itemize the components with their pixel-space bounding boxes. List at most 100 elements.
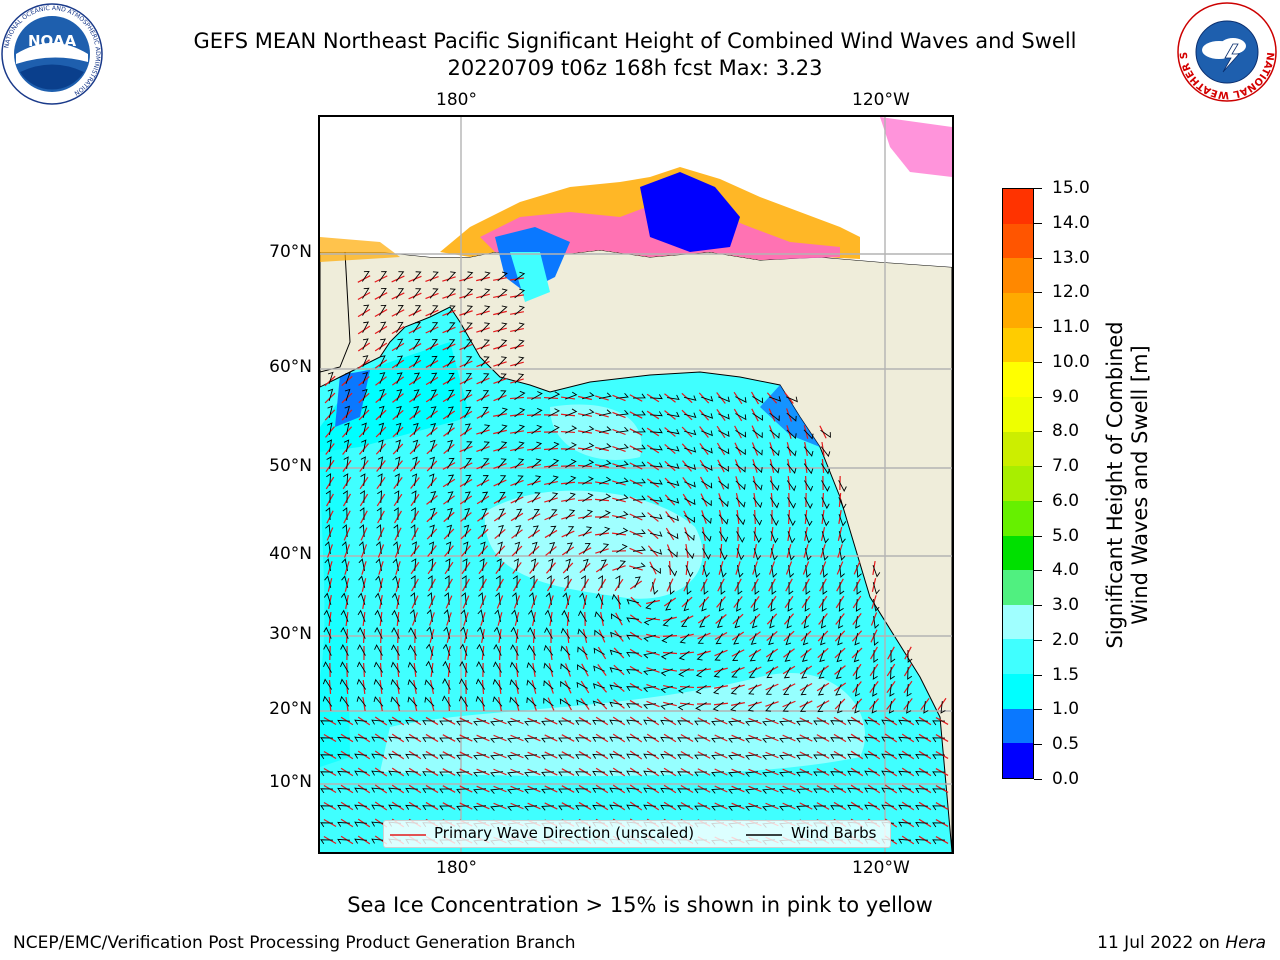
- wind-barb: [497, 441, 508, 452]
- wind-barb: [371, 719, 385, 725]
- wind-barb: [447, 457, 455, 469]
- wind-barb: [548, 458, 560, 469]
- wind-barb: [456, 771, 470, 777]
- wind-barb: [527, 626, 536, 639]
- colorbar-tick-label: 4.0: [1052, 560, 1080, 580]
- wind-barb: [864, 736, 878, 742]
- colorbar-tick-label: 11.0: [1052, 317, 1090, 337]
- noaa-logo: NOAA NATIONAL OCEANIC AND ATMOSPHERIC AD…: [1, 3, 103, 105]
- wind-barb: [681, 616, 690, 627]
- colorbar-tick-label: 8.0: [1052, 421, 1080, 441]
- wind-barb: [549, 525, 557, 537]
- wind-barb: [531, 492, 541, 503]
- wind-barb: [447, 372, 455, 384]
- wind-barb: [511, 592, 518, 606]
- wind-barb: [490, 754, 504, 760]
- wind-barb: [714, 650, 724, 661]
- wind-barb: [718, 514, 729, 525]
- wind-barb: [481, 508, 488, 520]
- wind-barb: [615, 477, 629, 485]
- wind-barb: [497, 373, 507, 384]
- wind-barb: [748, 667, 758, 678]
- wind-barb: [490, 771, 504, 777]
- wind-barb: [611, 593, 622, 605]
- wind-barb: [786, 429, 797, 440]
- colorbar-tick-label: 7.0: [1052, 456, 1080, 476]
- wind-barb: [410, 575, 416, 589]
- wind-barb: [430, 491, 437, 503]
- wind-barb: [548, 408, 560, 417]
- wind-barb: [340, 644, 349, 656]
- wind-barb: [788, 564, 795, 578]
- wind-barb: [379, 304, 387, 316]
- wind-barb: [581, 392, 595, 400]
- wind-barb: [442, 678, 451, 690]
- wind-barb: [322, 678, 333, 690]
- wind-barb: [713, 684, 724, 695]
- wind-barb: [497, 458, 507, 469]
- colorbar-tick-label: 15.0: [1052, 178, 1090, 198]
- wind-barb: [643, 787, 657, 793]
- wind-barb: [541, 737, 555, 743]
- wind-barb: [847, 787, 861, 793]
- wind-barb: [856, 564, 862, 578]
- wind-barb: [593, 665, 605, 672]
- wind-barb: [422, 720, 436, 726]
- wind-barb: [337, 804, 351, 810]
- wind-barb: [804, 547, 812, 561]
- wind-barb: [703, 581, 709, 595]
- colorbar-segment: [1003, 327, 1033, 363]
- wind-barb: [599, 459, 612, 468]
- wind-barb: [821, 530, 829, 544]
- graticule: [320, 117, 952, 852]
- wind-barb: [374, 644, 383, 656]
- colorbar-segment: [1003, 604, 1033, 640]
- wind-barb: [583, 558, 589, 571]
- wind-barb: [804, 497, 813, 509]
- wind-barb: [394, 473, 400, 487]
- wind-barb: [582, 425, 595, 434]
- wind-barb: [804, 514, 813, 527]
- wind-barb: [785, 633, 792, 646]
- wind-barb: [410, 592, 416, 606]
- wind-barb: [393, 507, 399, 521]
- wind-barb: [480, 356, 490, 367]
- wind-barb: [495, 575, 501, 589]
- wind-barb: [796, 754, 810, 760]
- wind-barb: [413, 355, 421, 367]
- wind-barb: [745, 720, 759, 726]
- wind-barb: [593, 647, 605, 655]
- wind-barb: [395, 439, 401, 453]
- wind-barb: [643, 703, 657, 709]
- wind-barb: [447, 423, 454, 435]
- wind-barb: [684, 548, 695, 560]
- colorbar-segment: [1003, 535, 1033, 571]
- wind-barb: [498, 524, 504, 537]
- wind-barb: [476, 661, 485, 673]
- wind-barb: [898, 821, 912, 827]
- wind-barb: [732, 650, 741, 661]
- wind-barb: [456, 805, 470, 811]
- wind-barb: [543, 680, 554, 690]
- wind-barb: [821, 547, 829, 561]
- wind-barb: [422, 788, 436, 794]
- wind-barb: [762, 737, 776, 743]
- wind-barb: [396, 321, 404, 333]
- wind-barb: [456, 788, 470, 794]
- wind-barb: [822, 564, 828, 578]
- wind-barb: [388, 736, 402, 742]
- wind-barb: [616, 527, 629, 536]
- wind-barb: [391, 644, 400, 656]
- wind-barb: [632, 444, 646, 450]
- lon-tick-top-180: 180°: [436, 90, 477, 110]
- colorbar: [1002, 188, 1034, 779]
- wind-barb: [320, 839, 334, 845]
- wind-barb: [847, 736, 861, 742]
- wind-barb: [753, 598, 759, 612]
- wind-barb: [405, 787, 419, 793]
- wind-barb: [804, 598, 810, 612]
- wind-barb: [379, 372, 386, 384]
- wind-barb: [719, 564, 727, 578]
- wind-barb: [375, 575, 383, 589]
- wind-barb: [410, 524, 416, 538]
